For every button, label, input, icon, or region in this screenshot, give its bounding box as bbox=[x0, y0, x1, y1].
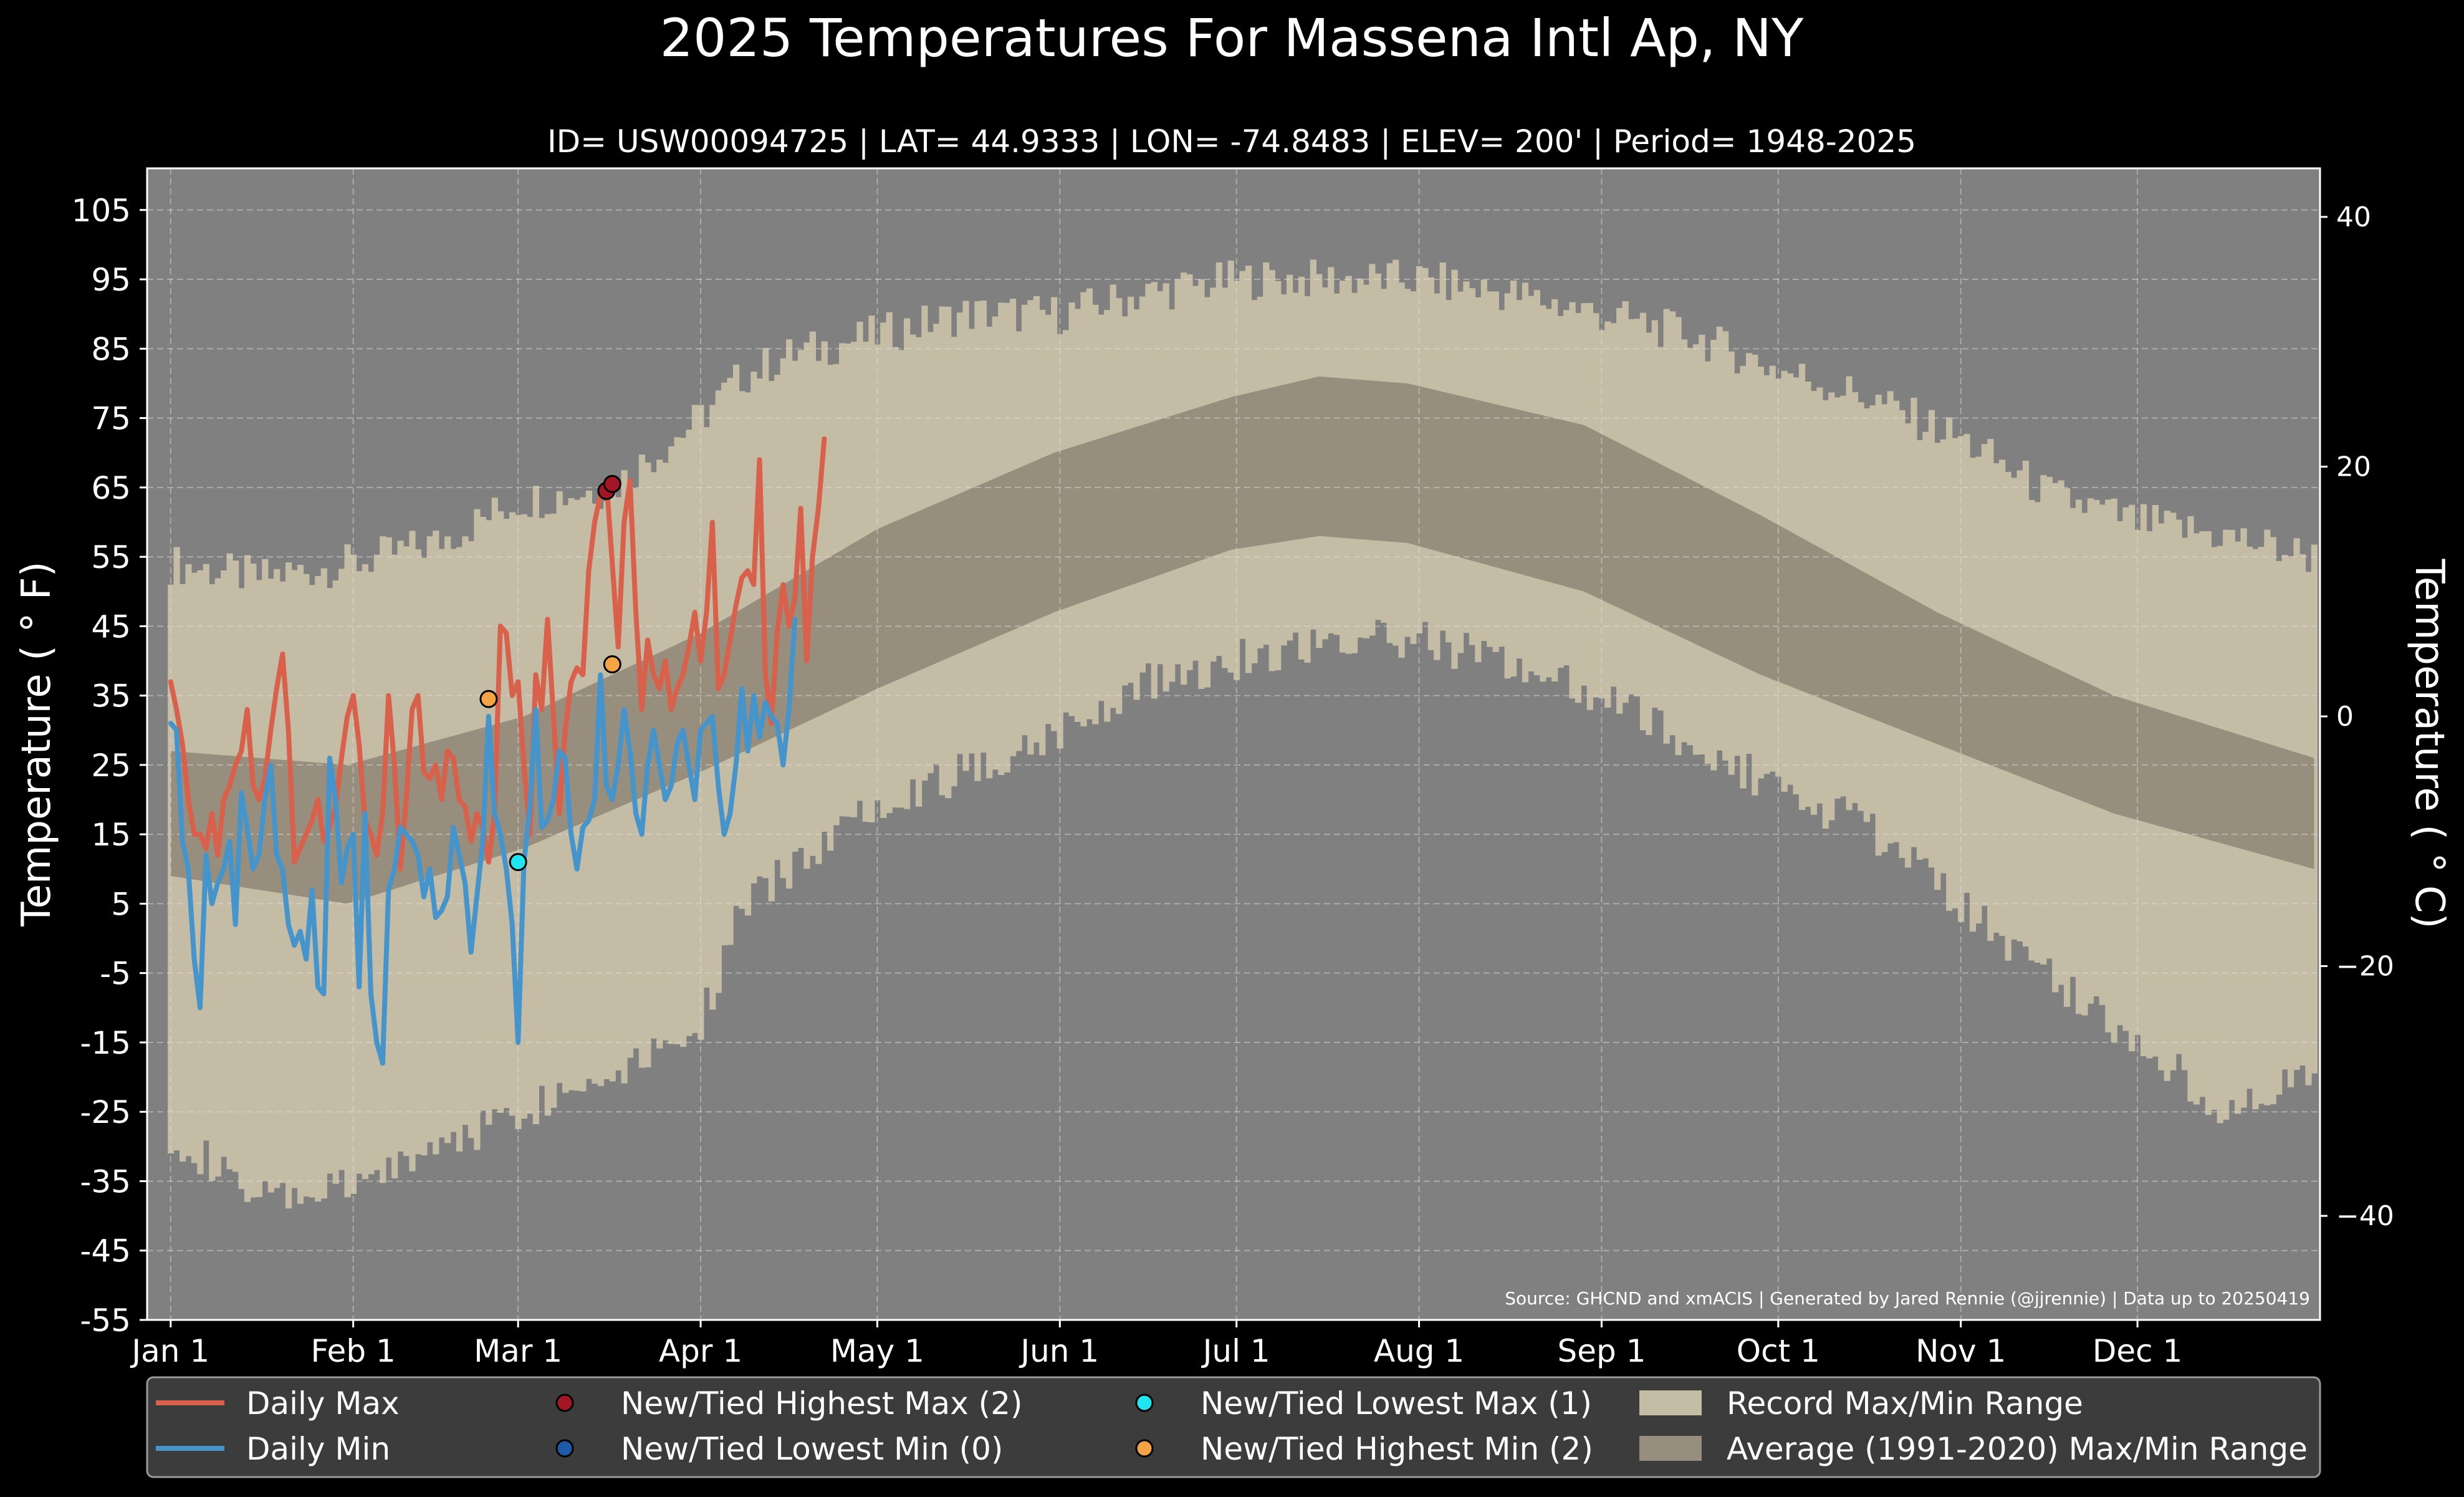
y-axis-label: Temperature ( ° F) bbox=[14, 561, 60, 927]
x-axis: Jan 1 Feb 1 Mar 1 Apr 1 May 1 Jun 1 Jul 1 Aug 1… bbox=[130, 1320, 2182, 1369]
x-tick-label: Feb 1 bbox=[311, 1333, 396, 1369]
marker-new-highest-min bbox=[479, 690, 498, 708]
y-tick-label: 65 bbox=[91, 470, 131, 506]
x-tick-label: Aug 1 bbox=[1374, 1333, 1464, 1369]
y-tick-label: 5 bbox=[111, 886, 131, 922]
marker-new-highest-min bbox=[603, 655, 621, 674]
x-tick-label: May 1 bbox=[830, 1333, 924, 1369]
x-tick-label: Jan 1 bbox=[130, 1333, 209, 1369]
y-tick-label: 35 bbox=[91, 678, 131, 715]
y-tick-label: -35 bbox=[80, 1163, 131, 1200]
y2-tick-label: 0 bbox=[2336, 701, 2354, 733]
average-range-band bbox=[170, 376, 2314, 904]
legend-swatch-patch bbox=[1639, 1436, 1702, 1461]
record-markers bbox=[479, 474, 621, 872]
y-tick-label: 15 bbox=[91, 817, 131, 853]
x-tick-label: Nov 1 bbox=[1915, 1333, 2006, 1369]
legend-label: New/Tied Highest Max (2) bbox=[621, 1385, 1023, 1422]
grid bbox=[147, 168, 2320, 1321]
plot-frame bbox=[146, 167, 2321, 1321]
y-tick-label: 95 bbox=[91, 262, 131, 298]
x-tick-label: Jul 1 bbox=[1201, 1333, 1270, 1369]
x-tick-label: Dec 1 bbox=[2092, 1333, 2182, 1369]
legend-label: Average (1991-2020) Max/Min Range bbox=[1727, 1431, 2308, 1467]
y-axis-left: 105 95 85 75 65 55 45 35 25 15 5 -5 -15 -25 -35 -45 -55 bbox=[72, 193, 147, 1339]
y-tick-label: 45 bbox=[91, 609, 131, 645]
marker-new-highest-max bbox=[603, 474, 621, 493]
legend-box bbox=[146, 1376, 2321, 1478]
source-note: Source: GHCND and xmACIS | Generated by … bbox=[1505, 1288, 2310, 1309]
y-tick-label: 85 bbox=[91, 331, 131, 367]
legend-label: New/Tied Lowest Max (1) bbox=[1201, 1385, 1592, 1422]
legend-swatch-marker bbox=[555, 1439, 574, 1458]
chart-subtitle: ID= USW00094725 | LAT= 44.9333 | LON= -7… bbox=[547, 123, 1916, 160]
y2-tick-label: −20 bbox=[2336, 951, 2394, 983]
average-range-area bbox=[170, 376, 2314, 904]
x-tick-label: Oct 1 bbox=[1737, 1333, 1820, 1369]
legend-swatch-patch bbox=[1639, 1390, 1702, 1415]
y-tick-label: 105 bbox=[72, 193, 131, 229]
y-tick-label: -5 bbox=[100, 956, 131, 992]
legend-swatch-marker bbox=[1135, 1394, 1154, 1412]
y-tick-label: 25 bbox=[91, 748, 131, 784]
series-line-daily-max bbox=[168, 436, 827, 872]
legend-label: New/Tied Highest Min (2) bbox=[1201, 1431, 1593, 1467]
x-tick-label: Sep 1 bbox=[1557, 1333, 1646, 1369]
series-line-daily-min bbox=[168, 617, 798, 1066]
legend: Daily Max Daily Min New/Tied Highest Max (… bbox=[146, 1376, 2321, 1478]
y-tick-label: -15 bbox=[80, 1025, 131, 1061]
y2-tick-label: −40 bbox=[2336, 1200, 2394, 1232]
y-tick-label: -55 bbox=[80, 1302, 131, 1339]
legend-label: Daily Max bbox=[246, 1385, 400, 1422]
legend-label: Record Max/Min Range bbox=[1727, 1385, 2083, 1422]
y2-tick-label: 20 bbox=[2336, 451, 2371, 483]
x-tick-label: Mar 1 bbox=[474, 1333, 562, 1369]
y2-axis-label: Temperature ( ° C) bbox=[2406, 558, 2452, 928]
chart-title: 2025 Temperatures For Massena Intl Ap, N… bbox=[660, 7, 1805, 69]
record-range-bar bbox=[2311, 544, 2318, 1074]
y-tick-label: -25 bbox=[80, 1094, 131, 1130]
y-tick-label: -45 bbox=[80, 1233, 131, 1269]
legend-label: New/Tied Lowest Min (0) bbox=[621, 1431, 1003, 1467]
record-range-bar bbox=[238, 588, 245, 1190]
x-tick-label: Apr 1 bbox=[659, 1333, 742, 1369]
legend-swatch-marker bbox=[1135, 1439, 1154, 1458]
series-lines bbox=[168, 436, 827, 1066]
marker-new-lowest-max bbox=[509, 853, 527, 872]
legend-label: Daily Min bbox=[246, 1431, 390, 1467]
y2-tick-label: 40 bbox=[2336, 201, 2371, 233]
y-tick-label: 75 bbox=[91, 401, 131, 437]
legend-swatch-marker bbox=[555, 1394, 574, 1412]
x-tick-label: Jun 1 bbox=[1019, 1333, 1099, 1369]
y-axis-right: 40 20 0 −20 −40 bbox=[2320, 201, 2394, 1232]
y-tick-label: 55 bbox=[91, 539, 131, 575]
